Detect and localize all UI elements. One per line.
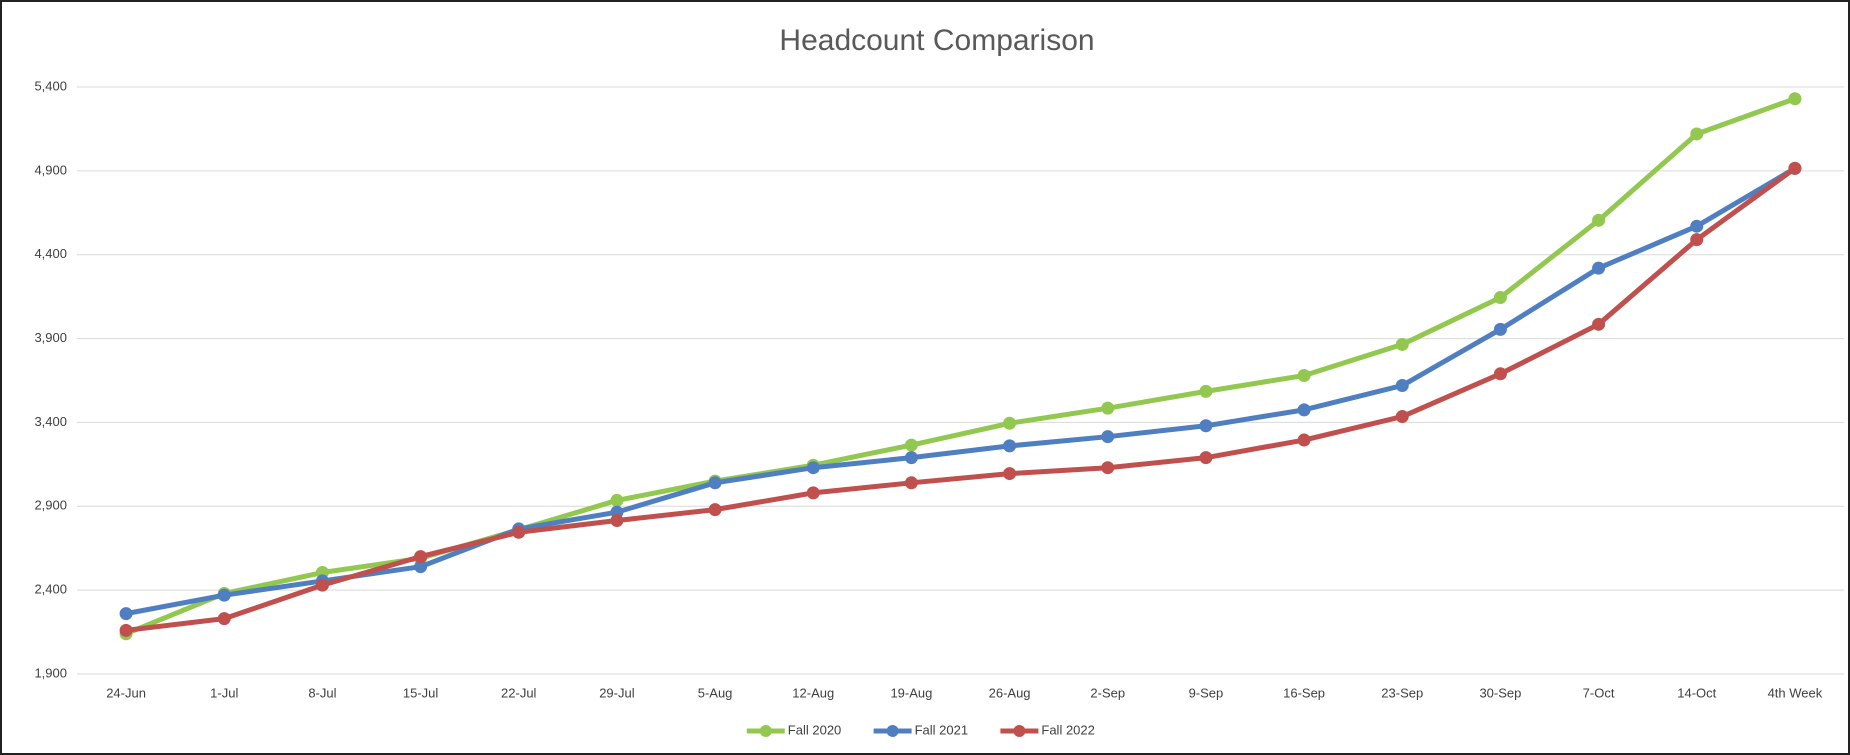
data-point (904, 476, 918, 490)
data-point (610, 514, 624, 528)
data-point (1003, 467, 1017, 481)
data-point (610, 493, 624, 507)
x-tick-label: 4th Week (1768, 685, 1823, 700)
data-point (119, 607, 133, 621)
data-point (806, 461, 820, 475)
x-tick-label: 16-Sep (1283, 685, 1325, 700)
x-tick-label: 26-Aug (989, 685, 1031, 700)
data-point (1493, 367, 1507, 381)
data-point (1297, 368, 1311, 382)
x-tick-label: 9-Sep (1189, 685, 1224, 700)
data-point (1592, 261, 1606, 275)
data-point (1592, 317, 1606, 331)
x-tick-label: 29-Jul (599, 685, 635, 700)
data-point (512, 525, 526, 539)
x-tick-label: 19-Aug (890, 685, 932, 700)
data-point (806, 486, 820, 500)
y-tick-label: 3,900 (34, 330, 67, 345)
chart-title: Headcount Comparison (779, 24, 1094, 57)
data-point (1493, 322, 1507, 336)
data-point (217, 612, 231, 626)
y-tick-label: 4,900 (34, 162, 67, 177)
legend-label: Fall 2021 (915, 722, 968, 737)
legend-label: Fall 2022 (1041, 722, 1094, 737)
data-point (1101, 401, 1115, 415)
x-tick-label: 2-Sep (1090, 685, 1125, 700)
data-point (1199, 419, 1213, 433)
legend-marker (1013, 725, 1026, 737)
y-tick-label: 5,400 (34, 78, 67, 93)
x-tick-label: 8-Jul (308, 685, 336, 700)
data-point (1003, 416, 1017, 430)
x-tick-label: 7-Oct (1583, 685, 1615, 700)
x-tick-label: 1-Jul (210, 685, 238, 700)
x-tick-label: 22-Jul (501, 685, 537, 700)
x-tick-label: 5-Aug (698, 685, 733, 700)
data-point (904, 438, 918, 452)
legend-marker (886, 725, 899, 737)
x-tick-label: 15-Jul (403, 685, 439, 700)
legend-label: Fall 2020 (788, 722, 841, 737)
data-point (1297, 403, 1311, 417)
data-point (708, 476, 722, 490)
x-tick-label: 23-Sep (1381, 685, 1423, 700)
series-line (125, 166, 1797, 617)
data-point (1199, 384, 1213, 398)
data-point (1003, 439, 1017, 453)
data-point (1101, 461, 1115, 475)
y-tick-label: 2,900 (34, 498, 67, 513)
data-point (1395, 410, 1409, 424)
x-tick-label: 30-Sep (1479, 685, 1521, 700)
data-point (904, 451, 918, 465)
x-tick-label: 14-Oct (1677, 685, 1716, 700)
data-point (1690, 219, 1704, 233)
data-point (414, 550, 428, 564)
data-point (1395, 379, 1409, 393)
data-point (1101, 430, 1115, 444)
data-point (1690, 127, 1704, 141)
y-tick-label: 3,400 (34, 414, 67, 429)
data-point (1690, 233, 1704, 247)
y-tick-label: 4,400 (34, 246, 67, 261)
data-point (217, 588, 231, 602)
x-tick-label: 24-Jun (106, 685, 146, 700)
data-point (119, 623, 133, 637)
data-point (315, 578, 329, 592)
data-point (708, 503, 722, 517)
y-tick-label: 1,900 (34, 665, 67, 680)
series-line (125, 166, 1797, 633)
x-tick-label: 12-Aug (792, 685, 834, 700)
data-point (1592, 213, 1606, 227)
data-point (1199, 451, 1213, 465)
y-tick-label: 2,400 (34, 582, 67, 597)
data-point (414, 560, 428, 574)
data-point (1395, 337, 1409, 351)
data-point (1788, 161, 1802, 175)
data-point (1297, 433, 1311, 447)
data-point (1788, 92, 1802, 106)
data-point (1493, 290, 1507, 304)
legend-marker (759, 725, 772, 737)
